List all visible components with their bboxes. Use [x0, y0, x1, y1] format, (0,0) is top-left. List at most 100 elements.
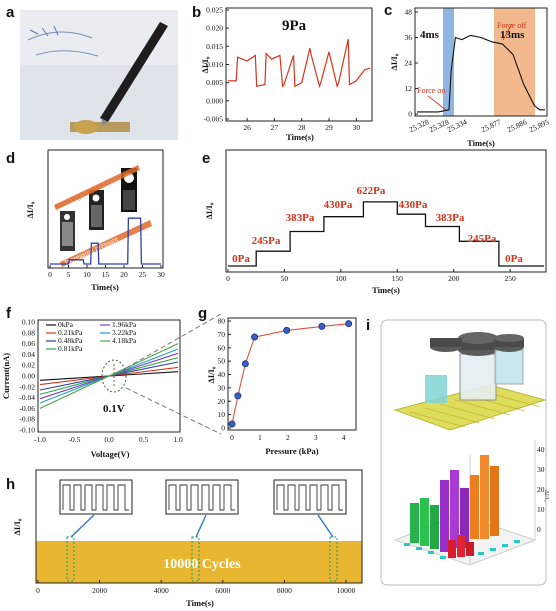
plot-frame-f [37, 319, 181, 433]
series-line [228, 201, 544, 267]
panel-label-i: i [366, 317, 370, 334]
line-e [228, 201, 544, 267]
panel-b: b 9Pa 0.025 0.020 0.015 0.010 0.005 0.000 -0.0… [192, 4, 373, 142]
y-tick-label: 0.010 [206, 60, 223, 69]
x-tick-label: 0 [48, 270, 52, 279]
y-ticks-g: 80 70 60 50 40 30 20 10 0 [218, 317, 231, 433]
panel-a: a [6, 4, 178, 140]
y-tick-label: 48 [405, 8, 413, 17]
x-ticks-e: 0 50 100 150 200 250 [226, 269, 516, 283]
y-ticks-c: 48 36 24 12 0 [405, 8, 418, 119]
x-tick-label: -1.0 [34, 435, 46, 444]
data-point [241, 360, 249, 368]
x-ticks-g: 0 1 2 3 4 [230, 433, 346, 442]
y-tick-label: 0.04 [22, 350, 35, 359]
y-tick-label: 0.015 [206, 42, 223, 51]
x-axis-label-c: Time(s) [467, 138, 495, 148]
voltage-annotation: 0.1V [103, 403, 125, 415]
x-tick-label: 150 [392, 274, 404, 283]
panel-label-e: e [202, 150, 210, 167]
panel-label-d: d [6, 150, 15, 167]
x-tick-label: 0 [226, 274, 230, 283]
force-off-label: Force off [497, 21, 527, 30]
legend-label: 0.48kPa [58, 336, 83, 345]
x-tick-label: 1.0 [173, 435, 183, 444]
y-axis-label-h: ΔI/I₀ [12, 518, 22, 535]
x-tick-label: 0.0 [104, 435, 114, 444]
z-tick-label: 40 [537, 445, 545, 454]
3d-bar-chart-icon [393, 440, 537, 566]
plot-frame-g [227, 317, 357, 431]
zoom-circle [101, 359, 127, 393]
y-tick-label: 70 [218, 330, 226, 339]
y-axis-label-b: ΔI/I₀ [200, 56, 210, 73]
z-axis-label-i: ΔI/I₀ [543, 490, 549, 502]
y-tick-label: 40 [218, 370, 226, 379]
x-tick-label: 27 [271, 123, 279, 132]
data-point [283, 326, 291, 334]
data-point [251, 333, 259, 341]
panel-label-b: b [192, 4, 201, 21]
x-tick-label: 0.5 [139, 435, 149, 444]
y-tick-label: 50 [218, 357, 226, 366]
x-axis-label-d: Time(s) [91, 282, 119, 292]
z-tick-label: 20 [537, 485, 545, 494]
y-tick-label: 36 [405, 33, 413, 42]
device-array-illustration [393, 332, 547, 431]
y-tick-label: -0.08 [19, 415, 35, 424]
z-tick-label: 10 [537, 505, 545, 514]
panel-i: i [366, 317, 549, 586]
y-tick-label: 0.025 [206, 6, 223, 15]
y-axis-label-e: ΔI/I₀ [204, 202, 214, 219]
brighter-arrow [54, 165, 140, 210]
x-axis-label-h: Time(s) [186, 598, 214, 608]
x-tick-label: 50 [281, 274, 289, 283]
rise-band [443, 8, 454, 116]
line-d [50, 217, 161, 265]
x-tick-label: 8000 [277, 586, 292, 595]
zoom-connector [125, 313, 222, 435]
zoom-insets [59, 479, 347, 582]
y-tick-label: 0.10 [22, 318, 35, 327]
panel-label-f: f [6, 305, 12, 322]
y-tick-label: 30 [218, 383, 226, 392]
y-tick-label: 12 [405, 84, 413, 93]
x-tick-label: 20 [120, 270, 128, 279]
y-tick-label: 20 [218, 397, 226, 406]
legend-label: 0kPa [58, 320, 74, 329]
data-point [234, 392, 242, 400]
panel-d: d Growing brighter Increasing pressure 0… [6, 149, 165, 292]
x-ticks-h: 0 2000 4000 6000 8000 10000 [36, 580, 356, 595]
step-label: 430Pa [324, 199, 353, 211]
data-point [345, 320, 353, 328]
y-tick-label: 10 [218, 410, 226, 419]
iv-line [39, 343, 179, 409]
y-axis-label-g: ΔI/I₀ [206, 366, 216, 383]
series-line [417, 34, 545, 113]
step-label: 622Pa [357, 185, 386, 197]
x-tick-label: 25 [139, 270, 147, 279]
x-tick-label: 5 [67, 270, 71, 279]
y-tick-label: 24 [405, 59, 413, 68]
y-tick-label: 0 [221, 424, 225, 433]
chart-title-b: 9Pa [282, 18, 307, 34]
y-tick-label: 80 [218, 317, 226, 326]
x-axis-label-f: Voltage(V) [91, 449, 130, 459]
x-tick-label: 28 [298, 123, 306, 132]
x-tick-label: 25.886 [506, 117, 529, 134]
x-tick-label: -0.5 [69, 435, 81, 444]
x-axis-label-g: Pressure (kPa) [265, 446, 318, 456]
x-tick-label: 25.877 [480, 117, 503, 134]
x-tick-label: 26 [243, 123, 251, 132]
y-axis-label-f: Current(nA) [1, 353, 11, 399]
x-tick-label: 6000 [215, 586, 230, 595]
y-tick-label: 0 [408, 110, 412, 119]
y-axis-label-c: ΔI/I₀ [389, 53, 399, 70]
x-tick-label: 0 [36, 586, 40, 595]
x-tick-label: 25.895 [528, 117, 551, 134]
y-tick-label: 0.06 [22, 339, 35, 348]
x-tick-label: 25.334 [446, 117, 469, 134]
x-tick-label: 4000 [154, 586, 169, 595]
x-tick-label: 0 [230, 433, 234, 442]
